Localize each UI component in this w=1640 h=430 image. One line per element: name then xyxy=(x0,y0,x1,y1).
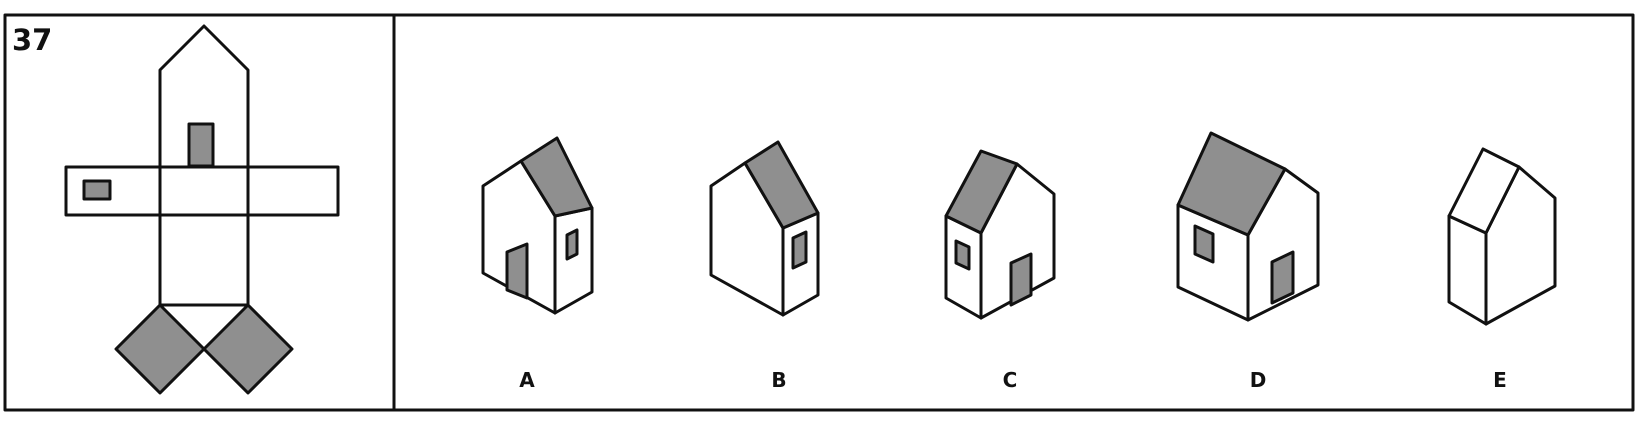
option-d-house[interactable] xyxy=(1176,131,1320,322)
house-b-window xyxy=(791,230,808,270)
option-c-label[interactable]: C xyxy=(1003,368,1018,392)
house-d-door xyxy=(1270,250,1295,305)
house-a-door xyxy=(505,242,529,300)
house-net xyxy=(64,24,340,395)
outer-frame xyxy=(3,13,1635,412)
house-d-roof xyxy=(1176,131,1287,237)
option-a-house[interactable] xyxy=(481,136,594,315)
option-e-label[interactable]: E xyxy=(1493,368,1507,392)
house-b-roof xyxy=(743,140,820,230)
question-number: 37 xyxy=(12,23,52,57)
net-roof-left xyxy=(114,303,206,395)
option-b-label[interactable]: B xyxy=(771,368,786,392)
house-a-window xyxy=(565,228,579,261)
option-c-house[interactable] xyxy=(944,149,1056,320)
house-e-front-face xyxy=(1447,214,1488,326)
house-e-roof xyxy=(1447,147,1521,235)
house-a-side-face xyxy=(553,206,594,315)
house-d-window xyxy=(1193,224,1215,264)
net-door xyxy=(187,122,215,168)
option-e-house[interactable] xyxy=(1447,147,1557,326)
option-d-label[interactable]: D xyxy=(1250,368,1267,392)
house-c-door xyxy=(1009,252,1033,307)
net-window xyxy=(82,179,112,201)
house-c-window xyxy=(954,239,971,271)
house-a-roof xyxy=(519,136,594,218)
net-roof-right xyxy=(202,303,294,395)
house-c-roof xyxy=(944,149,1019,235)
option-a-label[interactable]: A xyxy=(519,368,535,392)
option-b-house[interactable] xyxy=(709,140,820,317)
